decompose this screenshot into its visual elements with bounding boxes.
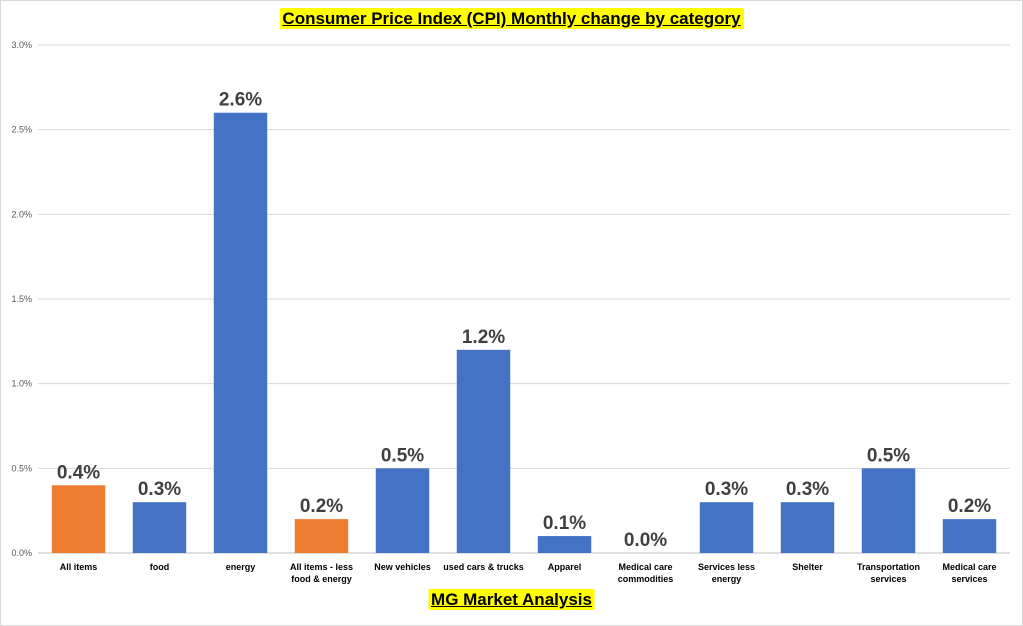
- x-tick-label: Services less energy: [698, 562, 755, 584]
- x-tick-label: food: [150, 562, 170, 572]
- x-tick-label: Transportation services: [857, 562, 920, 584]
- x-tick-label: All items - less food & energy: [290, 562, 353, 584]
- data-label: 0.0%: [624, 530, 667, 551]
- y-tick-label: 1.0%: [11, 379, 32, 389]
- bar: [861, 468, 916, 553]
- y-tick-label: 2.0%: [11, 209, 32, 219]
- bar: [456, 349, 511, 553]
- data-label: 0.2%: [948, 496, 991, 517]
- x-tick-label: Medical care commodities: [618, 562, 674, 584]
- x-tick-label: All items: [60, 562, 98, 572]
- chart-footer: MG Market Analysis: [428, 589, 595, 611]
- bar: [699, 502, 754, 553]
- y-tick-label: 3.0%: [11, 40, 32, 50]
- data-label: 1.2%: [462, 327, 505, 348]
- bar: [375, 468, 430, 553]
- data-label: 0.3%: [705, 479, 748, 500]
- data-label: 0.5%: [381, 445, 424, 466]
- x-tick-label: energy: [226, 562, 256, 572]
- data-label: 2.6%: [219, 90, 262, 111]
- x-tick-label: New vehicles: [374, 562, 431, 572]
- x-tick-label: Shelter: [792, 562, 823, 572]
- x-tick-label: Apparel: [548, 562, 582, 572]
- data-label: 0.3%: [138, 479, 181, 500]
- bar: [294, 519, 349, 553]
- data-label: 0.2%: [300, 496, 343, 517]
- chart-title: Consumer Price Index (CPI) Monthly chang…: [279, 8, 744, 30]
- y-tick-label: 1.5%: [11, 294, 32, 304]
- data-label: 0.1%: [543, 513, 586, 534]
- bar: [780, 502, 835, 553]
- data-label: 0.4%: [57, 462, 100, 483]
- x-tick-label: used cars & trucks: [443, 562, 524, 572]
- data-label: 0.5%: [867, 445, 910, 466]
- bar: [213, 112, 268, 553]
- bar: [132, 502, 187, 553]
- bar: [942, 519, 997, 553]
- y-tick-label: 2.5%: [11, 125, 32, 135]
- bar: [537, 536, 592, 553]
- bar: [51, 485, 106, 553]
- y-tick-label: 0.0%: [11, 548, 32, 558]
- y-tick-label: 0.5%: [11, 463, 32, 473]
- data-label: 0.3%: [786, 479, 829, 500]
- x-tick-label: Medical care services: [942, 562, 996, 584]
